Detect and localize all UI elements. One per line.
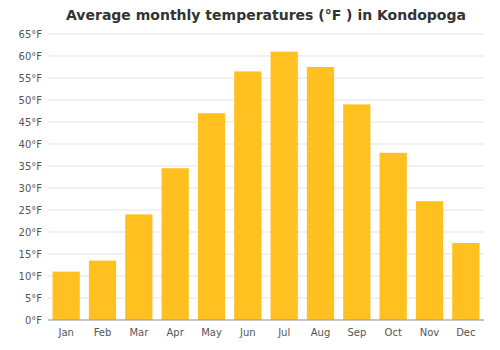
bar <box>416 201 443 320</box>
grid-line <box>48 166 484 167</box>
y-tick-label: 30°F <box>19 183 43 194</box>
page: {"chart_data": {"type": "bar", "title": … <box>0 0 500 350</box>
x-tick-label: Mar <box>129 327 149 338</box>
y-tick-label: 40°F <box>19 139 43 150</box>
bar <box>343 104 370 320</box>
bar <box>234 71 261 320</box>
x-tick-label: Aug <box>311 327 331 338</box>
y-tick-label: 25°F <box>19 205 43 216</box>
x-tick-label: Sep <box>347 327 366 338</box>
y-tick-label: 5°F <box>25 293 42 304</box>
x-tick-label: Apr <box>167 327 185 338</box>
y-tick-label: 60°F <box>19 51 43 62</box>
x-tick-label: Jan <box>57 327 73 338</box>
bar <box>198 113 225 320</box>
bar <box>53 272 80 320</box>
chart-svg: Average monthly temperatures (°F ) in Ko… <box>0 0 500 350</box>
y-tick-label: 55°F <box>19 73 43 84</box>
bar <box>452 243 479 320</box>
grid-line <box>48 100 484 101</box>
bar <box>380 153 407 320</box>
x-tick-label: Feb <box>94 327 112 338</box>
y-tick-label: 0°F <box>25 315 42 326</box>
title: Average monthly temperatures (°F ) in Ko… <box>66 7 466 23</box>
y-tick-label: 10°F <box>19 271 43 282</box>
x-axis: Jan Feb Mar Apr May Jun Jul Aug Sep Oct Nov Dec <box>48 320 484 338</box>
x-tick-label: Oct <box>385 327 402 338</box>
grid-line <box>48 122 484 123</box>
x-tick-label: Jun <box>239 327 256 338</box>
x-tick-label: Nov <box>420 327 440 338</box>
bar <box>162 168 189 320</box>
bar <box>307 67 334 320</box>
chart-container: Average monthly temperatures (°F ) in Ko… <box>0 0 500 350</box>
bar <box>125 214 152 320</box>
grid-line <box>48 34 484 35</box>
grid-line <box>48 56 484 57</box>
bar <box>89 261 116 320</box>
y-tick-label: 20°F <box>19 227 43 238</box>
grid-line <box>48 144 484 145</box>
x-axis-line <box>48 320 484 321</box>
y-tick-label: 45°F <box>19 117 43 128</box>
x-tick-label: Dec <box>456 327 475 338</box>
bars <box>53 52 480 320</box>
grid-line <box>48 188 484 189</box>
x-tick-label: May <box>201 327 222 338</box>
x-tick-label: Jul <box>277 327 290 338</box>
y-axis: 0°F 5°F 10°F 15°F 20°F 25°F 30°F 35°F 40°F 45°F 50… <box>19 29 484 326</box>
grid-line <box>48 78 484 79</box>
bar <box>271 52 298 320</box>
grid-line <box>48 320 484 321</box>
y-tick-label: 50°F <box>19 95 43 106</box>
y-tick-label: 15°F <box>19 249 43 260</box>
y-tick-label: 35°F <box>19 161 43 172</box>
y-tick-label: 65°F <box>19 29 43 40</box>
